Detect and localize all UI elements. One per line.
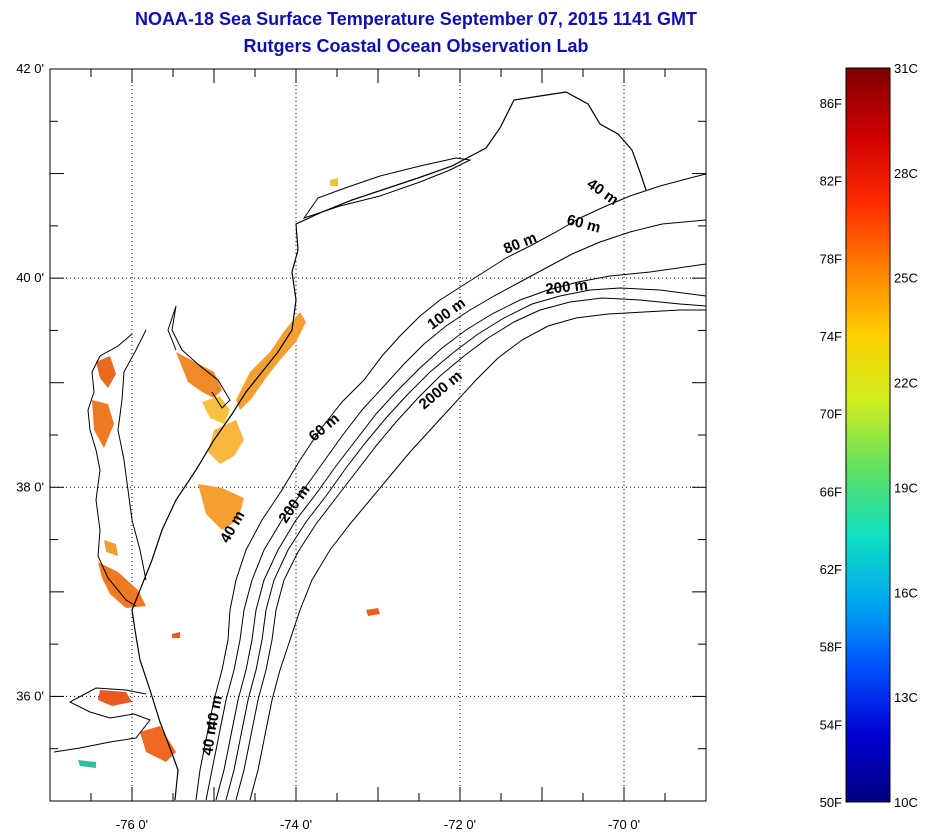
sst-patch-chesapeake-mouth	[98, 562, 146, 608]
sst-patch-de-coast	[202, 396, 230, 424]
colorbar-c-label: 31C	[894, 61, 918, 76]
pamlico-outline	[53, 687, 151, 753]
contour-40m	[195, 173, 706, 801]
delaware-bay-outline	[167, 305, 231, 409]
sst-patch-albemarle	[98, 690, 132, 706]
colorbar-f-label: 86F	[820, 96, 842, 111]
sst-patch-md-coast	[208, 420, 244, 464]
sst-patch-tributary	[104, 540, 118, 556]
colorbar-f-label: 78F	[820, 251, 842, 266]
contour-2000m	[249, 309, 706, 801]
colorbar-f-label: 54F	[820, 717, 842, 732]
sst-patch-va-offshore	[198, 484, 244, 530]
contour-60m	[205, 219, 706, 801]
bathymetry-contours	[195, 173, 706, 801]
axis-ticks	[49, 68, 707, 802]
colorbar-f-label: 74F	[820, 329, 842, 344]
colorbar-c-label: 28C	[894, 166, 918, 181]
sst-patch-chesapeake-upper	[96, 356, 116, 388]
sst-patch-delaware-bay	[176, 352, 222, 398]
chesapeake-east-shore	[117, 329, 147, 581]
long-island-coast	[302, 157, 472, 219]
lon-tick-label: -70 0'	[608, 817, 640, 832]
sst-patch-chesapeake-mid	[92, 400, 114, 448]
contour-label-40m-south-2: 40 m	[199, 720, 221, 756]
contour-label-40m-south-1: 40 m	[203, 694, 226, 731]
chesapeake-bay-outline	[87, 333, 137, 607]
sst-patch-small-1	[366, 608, 380, 616]
lat-tick-label: 36 0'	[16, 688, 44, 703]
contour-80m	[215, 263, 706, 801]
colorbar-fahrenheit-labels: 86F 82F 78F 74F 70F 66F 62F 58F 54F 50F	[820, 96, 842, 810]
contour-200m	[235, 297, 706, 801]
sst-patch-small-2	[172, 632, 180, 638]
coastline	[131, 91, 647, 801]
colorbar-f-label: 50F	[820, 795, 842, 810]
lon-tick-label: -76 0'	[116, 817, 148, 832]
lon-tick-label: -72 0'	[444, 817, 476, 832]
map-subtitle: Rutgers Coastal Ocean Observation Lab	[243, 36, 589, 56]
contour-100m	[225, 287, 706, 801]
colorbar-celsius-labels: 31C 28C 25C 22C 19C 16C 13C 10C	[894, 61, 918, 810]
colorbar-f-label: 62F	[820, 562, 842, 577]
longitude-labels: -76 0' -74 0' -72 0' -70 0'	[116, 817, 640, 832]
lon-tick-label: -74 0'	[280, 817, 312, 832]
colorbar-c-label: 19C	[894, 480, 918, 495]
colorbar-c-label: 25C	[894, 271, 918, 286]
sst-patch-small-4	[330, 178, 338, 186]
map-frame	[49, 68, 707, 802]
colorbar	[845, 67, 891, 803]
contour-label-200m-north: 200 m	[545, 277, 589, 298]
colorbar-f-label: 82F	[820, 174, 842, 189]
latitude-labels: 42 0' 40 0' 38 0' 36 0'	[16, 61, 44, 703]
colorbar-f-label: 58F	[820, 640, 842, 655]
lat-tick-label: 42 0'	[16, 61, 44, 76]
colorbar-c-label: 16C	[894, 585, 918, 600]
colorbar-f-label: 66F	[820, 484, 842, 499]
colorbar-c-label: 13C	[894, 690, 918, 705]
map-title: NOAA-18 Sea Surface Temperature Septembe…	[135, 9, 697, 29]
sst-patch-pamlico	[140, 726, 176, 762]
colorbar-c-label: 22C	[894, 376, 918, 391]
sst-patch-small-3	[78, 760, 96, 768]
lat-tick-label: 38 0'	[16, 479, 44, 494]
lat-tick-label: 40 0'	[16, 270, 44, 285]
colorbar-c-label: 10C	[894, 795, 918, 810]
colorbar-f-label: 70F	[820, 407, 842, 422]
